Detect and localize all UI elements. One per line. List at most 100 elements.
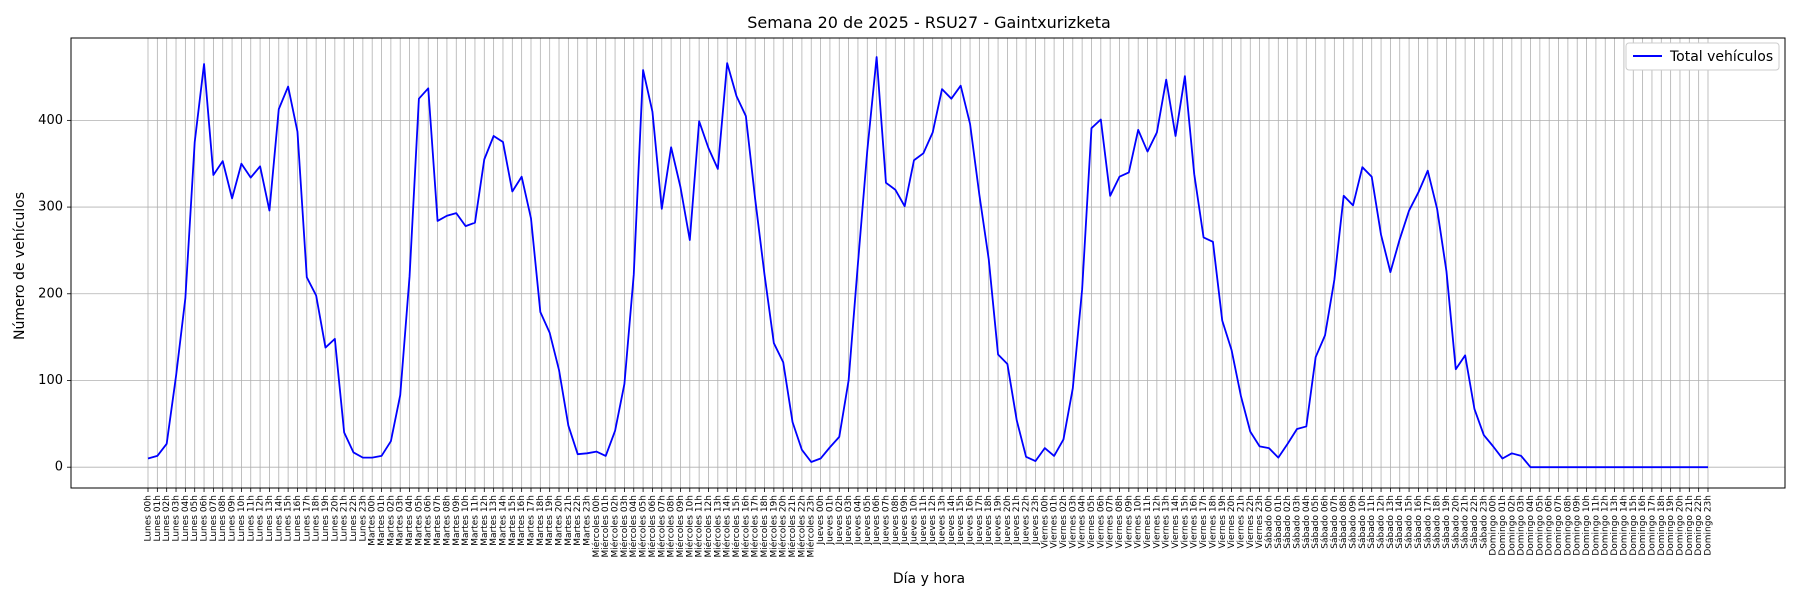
x-tick-label: Domingo 15h <box>1629 495 1639 556</box>
x-tick-label: Domingo 22h <box>1694 495 1704 556</box>
x-tick-label: Jueves 10h <box>909 495 919 545</box>
y-tick-label: 100 <box>38 373 63 388</box>
x-tick-label: Lunes 01h <box>153 495 163 542</box>
y-axis-ticks: 0 100 200 300 400 <box>38 113 71 475</box>
x-tick-label: Sábado 05h <box>1311 495 1321 549</box>
x-tick-label: Viernes 06h <box>1096 495 1106 549</box>
x-tick-label: Domingo 03h <box>1517 495 1527 556</box>
x-tick-label: Domingo 05h <box>1535 495 1545 556</box>
x-tick-label: Miércoles 11h <box>694 495 705 558</box>
x-tick-label: Lunes 14h <box>274 495 284 542</box>
x-tick-label: Jueves 19h <box>994 495 1004 545</box>
x-tick-label: Martes 02h <box>386 495 396 546</box>
x-tick-label: Domingo 20h <box>1675 495 1685 556</box>
x-tick-label: Lunes 18h <box>312 495 322 542</box>
x-tick-label: Lunes 09h <box>228 495 238 542</box>
x-tick-label: Miércoles 02h <box>610 495 621 558</box>
x-tick-label: Martes 04h <box>405 495 415 546</box>
x-tick-label: Lunes 02h <box>162 495 172 542</box>
x-axis-ticks: Lunes 00h Lunes 01h Lunes 02h Lunes 03h Lune… <box>144 488 1714 558</box>
x-tick-label: Miércoles 20h <box>778 495 789 558</box>
x-tick-label: Jueves 06h <box>872 495 882 545</box>
x-tick-label: Miércoles 23h <box>806 495 817 558</box>
x-tick-label: Miércoles 12h <box>703 495 714 558</box>
x-tick-label: Sábado 01h <box>1274 495 1284 549</box>
x-tick-label: Domingo 06h <box>1545 495 1555 556</box>
x-tick-label: Domingo 09h <box>1573 495 1583 556</box>
x-tick-label: Lunes 11h <box>246 495 256 542</box>
x-tick-label: Martes 23h <box>583 495 593 546</box>
x-tick-label: Jueves 14h <box>947 495 957 545</box>
x-tick-label: Domingo 23h <box>1704 495 1714 556</box>
x-tick-label: Domingo 10h <box>1582 495 1592 556</box>
x-tick-label: Miércoles 09h <box>675 495 686 558</box>
x-tick-label: Sábado 06h <box>1321 495 1331 549</box>
chart-title: Semana 20 de 2025 - RSU27 - Gaintxurizke… <box>747 13 1111 32</box>
x-tick-label: Lunes 03h <box>172 495 182 542</box>
x-tick-label: Domingo 18h <box>1657 495 1667 556</box>
x-tick-label: Jueves 04h <box>853 495 863 545</box>
x-tick-label: Domingo 11h <box>1591 495 1601 556</box>
x-tick-label: Jueves 21h <box>1012 495 1022 545</box>
x-tick-label: Viernes 02h <box>1059 495 1069 549</box>
x-tick-label: Jueves 05h <box>863 495 873 545</box>
x-tick-label: Sábado 09h <box>1349 495 1359 549</box>
x-tick-label: Martes 10h <box>461 495 471 546</box>
x-tick-label: Viernes 14h <box>1171 495 1181 549</box>
x-tick-label: Jueves 11h <box>919 495 929 545</box>
x-tick-label: Lunes 00h <box>144 495 154 542</box>
x-tick-label: Jueves 16h <box>966 495 976 545</box>
x-tick-label: Martes 15h <box>508 495 518 546</box>
x-tick-label: Lunes 19h <box>321 495 331 542</box>
x-tick-label: Miércoles 04h <box>628 495 639 558</box>
x-tick-label: Viernes 12h <box>1152 495 1162 549</box>
x-tick-label: Miércoles 14h <box>722 495 733 558</box>
x-tick-label: Lunes 20h <box>330 495 340 542</box>
x-tick-label: Martes 20h <box>555 495 565 546</box>
x-tick-label: Viernes 08h <box>1115 495 1125 549</box>
x-tick-label: Sábado 20h <box>1451 495 1461 549</box>
x-tick-label: Lunes 22h <box>349 495 359 542</box>
x-tick-label: Viernes 03h <box>1068 495 1078 549</box>
x-tick-label: Martes 09h <box>452 495 462 546</box>
x-tick-label: Sábado 22h <box>1470 495 1480 549</box>
x-tick-label: Miércoles 16h <box>740 495 751 558</box>
x-tick-label: Lunes 12h <box>256 495 266 542</box>
x-tick-label: Martes 13h <box>489 495 499 546</box>
x-tick-label: Jueves 07h <box>881 495 891 545</box>
x-tick-label: Jueves 09h <box>900 495 910 545</box>
x-tick-label: Jueves 01h <box>825 495 835 545</box>
x-tick-label: Miércoles 18h <box>759 495 770 558</box>
x-tick-label: Martes 21h <box>564 495 574 546</box>
x-tick-label: Sábado 21h <box>1461 495 1471 549</box>
x-tick-label: Miércoles 03h <box>619 495 630 558</box>
y-tick-label: 0 <box>55 460 63 475</box>
x-tick-label: Lunes 23h <box>358 495 368 542</box>
x-tick-label: Lunes 15h <box>284 495 294 542</box>
x-tick-label: Viernes 11h <box>1143 495 1153 549</box>
x-tick-label: Lunes 07h <box>209 495 219 542</box>
x-tick-label: Miércoles 19h <box>768 495 779 558</box>
grid-lines <box>71 38 1785 488</box>
x-tick-label: Viernes 10h <box>1134 495 1144 549</box>
x-tick-label: Miércoles 13h <box>712 495 723 558</box>
x-tick-label: Lunes 17h <box>302 495 312 542</box>
x-tick-label: Jueves 08h <box>891 495 901 545</box>
plot-area-frame <box>70 37 1786 489</box>
x-tick-label: Viernes 18h <box>1208 495 1218 549</box>
x-tick-label: Jueves 00h <box>816 495 826 545</box>
x-tick-label: Martes 19h <box>545 495 555 546</box>
x-tick-label: Sábado 23h <box>1479 495 1489 549</box>
x-tick-label: Sábado 14h <box>1395 495 1405 549</box>
legend-label-total-vehiculos: Total vehículos <box>1669 49 1773 65</box>
x-tick-label: Viernes 04h <box>1078 495 1088 549</box>
x-tick-label: Viernes 21h <box>1236 495 1246 549</box>
x-tick-label: Sábado 18h <box>1433 495 1443 549</box>
x-tick-label: Miércoles 07h <box>656 495 667 558</box>
x-tick-label: Domingo 00h <box>1489 495 1499 556</box>
x-tick-label: Domingo 02h <box>1507 495 1517 556</box>
x-tick-label: Sábado 04h <box>1302 495 1312 549</box>
x-tick-label: Martes 05h <box>414 495 424 546</box>
legend: Total vehículos <box>1625 42 1780 71</box>
x-tick-label: Sábado 19h <box>1442 495 1452 549</box>
